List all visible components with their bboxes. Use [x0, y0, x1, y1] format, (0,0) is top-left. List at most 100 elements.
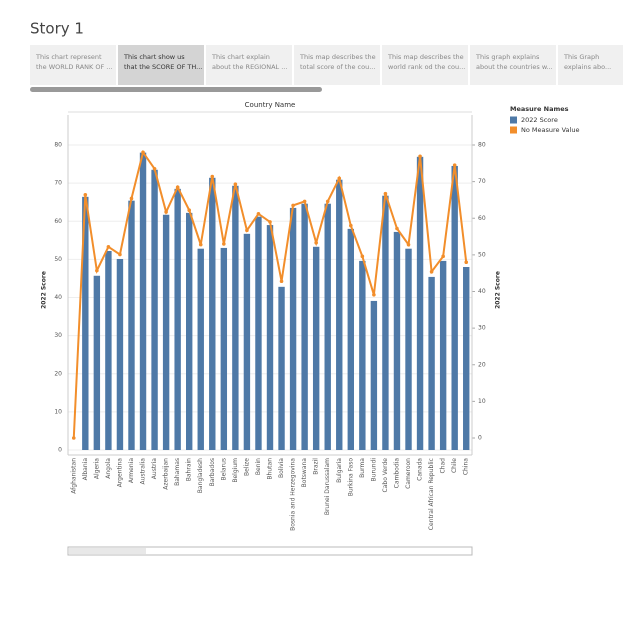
chart-title: Country Name — [245, 101, 296, 109]
y-axis-label: 2022 Score — [41, 271, 48, 309]
x-tick-label: Central African Republic — [428, 458, 435, 530]
bar — [439, 260, 447, 450]
tab-box[interactable] — [470, 45, 556, 85]
bar — [336, 179, 343, 450]
bar — [312, 246, 320, 450]
y-tick-label: 50 — [54, 256, 62, 263]
chart: Country Name 0 10 20 30 40 50 60 70 80 0 10 20 30 40 5… — [41, 101, 580, 531]
tab-box[interactable] — [382, 45, 468, 85]
line-point — [222, 242, 226, 246]
y2-tick-label: 10 — [478, 398, 486, 405]
line-point — [452, 163, 457, 167]
tab-text[interactable]: total score of the cou... — [300, 63, 375, 71]
tab-text[interactable]: about the countries w... — [476, 63, 553, 71]
tab[interactable]: This graph explains about the countries w… — [470, 45, 556, 85]
x-tick-label: Bhutan — [267, 458, 274, 480]
x-tick-label: Albania — [82, 458, 89, 481]
tab-text[interactable]: This map describes the — [387, 53, 464, 61]
line-point — [187, 208, 191, 212]
h-scrollbar[interactable] — [67, 546, 473, 556]
tab-text[interactable]: This map describes the — [299, 53, 376, 61]
bar — [359, 260, 366, 450]
line-point — [349, 223, 353, 228]
tab-text[interactable]: about the REGIONAL ... — [212, 63, 287, 71]
line-point — [337, 176, 342, 181]
x-tick-label: Burundi — [370, 458, 377, 482]
line-point — [118, 252, 122, 257]
tab-text[interactable]: world rank od the cou... — [388, 63, 465, 71]
tab-box[interactable] — [118, 45, 204, 85]
tab-text[interactable]: This Graph — [563, 53, 599, 61]
x-tick-label: Cambodia — [393, 458, 400, 489]
x-tick-label: Benin — [255, 458, 262, 475]
y2-tick-label: 20 — [478, 361, 486, 368]
x-tick-label: Belgium — [232, 458, 239, 483]
tab-text[interactable]: that the SCORE OF TH... — [124, 63, 202, 71]
x-tick-label: Cameroon — [405, 458, 412, 489]
bar — [278, 286, 285, 450]
tab-text[interactable]: This chart represent — [35, 53, 102, 61]
tab[interactable]: This Graph explains abo... — [558, 45, 623, 85]
tab[interactable]: This chart show us that the SCORE OF TH..… — [118, 45, 204, 85]
line-point — [245, 228, 249, 233]
line-point — [314, 240, 318, 245]
x-tick-label: Bolivia — [278, 458, 285, 478]
story-title: Story 1 — [30, 20, 84, 38]
tab-text[interactable]: This chart explain — [211, 53, 270, 61]
y2-tick-label: 80 — [478, 142, 486, 149]
line-point — [441, 254, 445, 259]
line-point — [395, 226, 399, 231]
h-scroll-thumb[interactable] — [69, 548, 146, 554]
x-tick-label: Bahrain — [186, 458, 193, 481]
line-point — [129, 196, 134, 201]
bar — [82, 196, 89, 450]
scrollbar — [30, 87, 322, 92]
y-tick-label: 10 — [54, 408, 62, 415]
line-point — [268, 220, 272, 224]
x-tick-label: Chile — [451, 458, 458, 473]
bar — [220, 247, 228, 450]
tab-box[interactable] — [558, 45, 623, 85]
line-point — [233, 182, 238, 186]
tab-box[interactable] — [294, 45, 380, 85]
line-point — [291, 203, 295, 208]
tab-text[interactable]: This graph explains — [475, 53, 540, 61]
x-tick-label: Afghanistan — [70, 458, 77, 494]
legend-title: Measure Names — [510, 105, 569, 113]
line-point — [406, 242, 411, 247]
tab-box[interactable] — [206, 45, 292, 85]
y2-axis-label: 2022 Score — [495, 271, 502, 309]
x-tick-label: Argentina — [116, 458, 123, 488]
y2-tick-label: 70 — [478, 178, 486, 185]
tab[interactable]: This map describes the total score of the… — [294, 45, 380, 85]
tab[interactable]: This chart explain about the REGIONAL ... — [206, 45, 292, 85]
line-point — [198, 242, 203, 247]
bar — [243, 233, 251, 450]
tab-box[interactable] — [30, 45, 116, 85]
line-point — [256, 212, 261, 216]
bar — [93, 275, 101, 450]
bar — [405, 248, 412, 450]
x-tick-label: Barbados — [209, 458, 216, 486]
tab[interactable]: This chart represent the WORLD RANK OF ..… — [30, 45, 116, 85]
line-point — [210, 174, 215, 179]
y2-tick-label: 40 — [478, 288, 486, 295]
x-tick-label: Belarus — [220, 458, 227, 481]
line-point — [360, 254, 365, 259]
tab-text[interactable]: explains abo... — [564, 63, 611, 71]
x-tick-label: Azerbaijan — [163, 458, 170, 490]
bar — [139, 152, 147, 450]
tab[interactable]: This map describes the world rank od the … — [382, 45, 468, 85]
tab-text[interactable]: the WORLD RANK OF ... — [36, 63, 113, 71]
x-tick-label: Australia — [140, 458, 147, 485]
line-point — [71, 436, 76, 440]
x-tick-label: Burkina Faso — [347, 458, 354, 497]
line-point — [418, 154, 422, 159]
bar — [186, 212, 193, 450]
x-tick-label: Bahamas — [174, 458, 181, 486]
y2-tick-label: 30 — [478, 325, 486, 332]
tab-text[interactable]: This chart show us — [123, 53, 185, 61]
line-point — [464, 260, 469, 265]
